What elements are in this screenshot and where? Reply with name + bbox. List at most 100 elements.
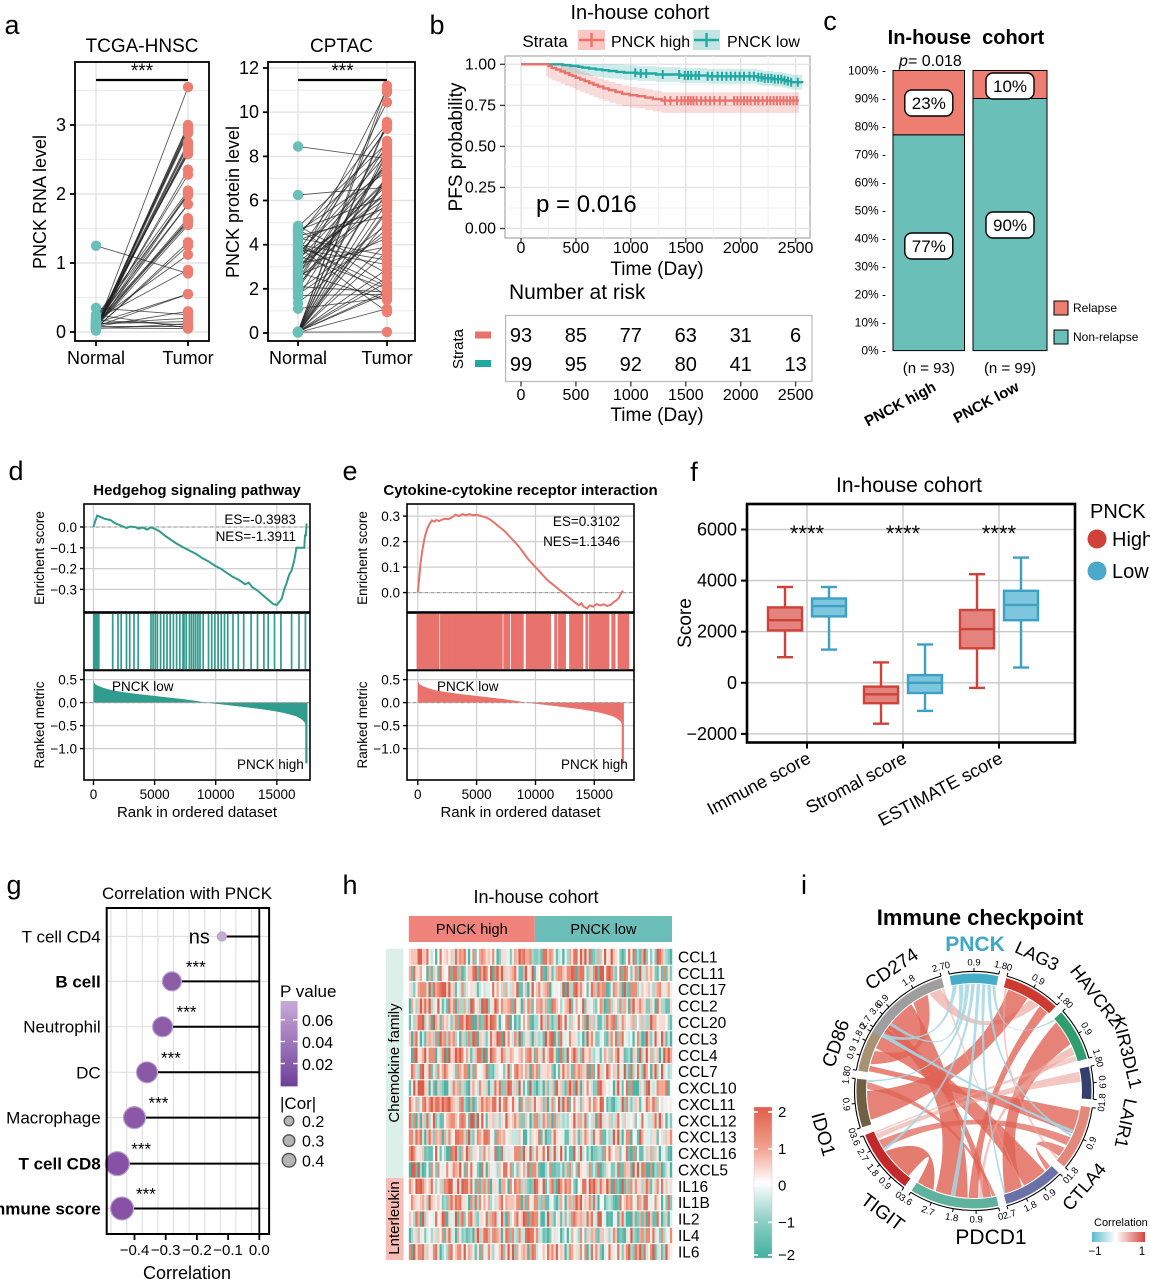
svg-text:e: e bbox=[342, 456, 357, 486]
svg-text:15000: 15000 bbox=[576, 787, 614, 802]
svg-text:|Cor|: |Cor| bbox=[280, 1094, 316, 1113]
svg-text:0.3: 0.3 bbox=[381, 509, 400, 524]
svg-text:g: g bbox=[6, 870, 21, 900]
svg-text:40% -: 40% - bbox=[855, 232, 886, 246]
svg-text:Macrophage: Macrophage bbox=[6, 1109, 101, 1128]
svg-text:93: 93 bbox=[510, 325, 532, 347]
svg-text:NES=-1.3911: NES=-1.3911 bbox=[216, 529, 296, 544]
svg-text:0.02: 0.02 bbox=[302, 1057, 333, 1074]
svg-text:0.5: 0.5 bbox=[381, 673, 400, 688]
svg-text:CCL3: CCL3 bbox=[678, 1031, 718, 1048]
svg-text:****: **** bbox=[982, 521, 1017, 546]
svg-text:0.0: 0.0 bbox=[381, 696, 400, 711]
svg-text:0.1: 0.1 bbox=[381, 560, 400, 575]
svg-text:Chemokine family: Chemokine family bbox=[386, 1003, 403, 1123]
svg-text:1.00: 1.00 bbox=[465, 56, 496, 73]
svg-text:0.75: 0.75 bbox=[465, 97, 496, 114]
svg-text:0: 0 bbox=[414, 787, 422, 802]
svg-text:0.0: 0.0 bbox=[381, 586, 400, 601]
svg-text:2000: 2000 bbox=[723, 240, 759, 257]
svg-text:PNCK low: PNCK low bbox=[112, 679, 174, 694]
svg-text:****: **** bbox=[790, 521, 825, 546]
svg-text:***: *** bbox=[131, 1140, 151, 1159]
svg-text:3: 3 bbox=[56, 115, 66, 135]
svg-text:−0.3: −0.3 bbox=[50, 582, 77, 597]
svg-text:1: 1 bbox=[56, 253, 66, 273]
svg-text:Cytokine-cytokine receptor int: Cytokine-cytokine receptor interaction bbox=[383, 482, 657, 499]
svg-text:PNCK high: PNCK high bbox=[237, 757, 304, 772]
svg-text:Immune checkpoint: Immune checkpoint bbox=[877, 905, 1084, 930]
svg-text:PNCK high: PNCK high bbox=[561, 757, 628, 772]
svg-text:a: a bbox=[4, 10, 20, 40]
svg-text:Number at risk: Number at risk bbox=[509, 281, 646, 304]
svg-text:d: d bbox=[8, 456, 23, 486]
svg-text:2500: 2500 bbox=[778, 387, 814, 404]
svg-text:1.8: 1.8 bbox=[944, 1211, 959, 1224]
svg-text:0: 0 bbox=[517, 240, 526, 257]
svg-text:= 0.018: = 0.018 bbox=[908, 53, 962, 70]
svg-text:In-house cohort: In-house cohort bbox=[888, 27, 1045, 49]
svg-text:−1.0: −1.0 bbox=[50, 742, 77, 757]
svg-text:4: 4 bbox=[249, 235, 259, 255]
svg-text:ES=-0.3983: ES=-0.3983 bbox=[224, 512, 296, 527]
svg-text:Strata: Strata bbox=[522, 32, 568, 51]
svg-text:0.9: 0.9 bbox=[840, 1097, 852, 1111]
svg-text:Relapse: Relapse bbox=[1073, 301, 1117, 315]
svg-text:0% -: 0% - bbox=[861, 344, 886, 358]
svg-text:In-house cohort: In-house cohort bbox=[836, 474, 982, 497]
svg-text:30% -: 30% - bbox=[855, 260, 886, 274]
svg-text:4000: 4000 bbox=[697, 571, 737, 591]
svg-text:PNCK protein level: PNCK protein level bbox=[223, 126, 243, 278]
svg-text:−2: −2 bbox=[778, 1247, 795, 1264]
svg-text:PNCK high: PNCK high bbox=[611, 34, 690, 51]
svg-text:(n = 93): (n = 93) bbox=[903, 360, 955, 377]
svg-text:***: *** bbox=[186, 957, 206, 976]
svg-text:Tumor: Tumor bbox=[361, 348, 412, 368]
svg-text:50% -: 50% - bbox=[855, 204, 886, 218]
svg-text:Low: Low bbox=[1112, 561, 1149, 583]
svg-text:2: 2 bbox=[56, 184, 66, 204]
svg-text:DC: DC bbox=[76, 1063, 101, 1082]
svg-text:6000: 6000 bbox=[697, 520, 737, 540]
svg-text:0: 0 bbox=[90, 787, 98, 802]
svg-text:6: 6 bbox=[790, 325, 801, 347]
svg-text:−2000: −2000 bbox=[686, 724, 737, 744]
svg-text:0.9: 0.9 bbox=[970, 1214, 983, 1225]
svg-text:CCL20: CCL20 bbox=[678, 1015, 727, 1032]
svg-text:Time (Day): Time (Day) bbox=[610, 259, 703, 280]
svg-text:p = 0.016: p = 0.016 bbox=[536, 191, 637, 218]
svg-text:0.00: 0.00 bbox=[465, 221, 496, 238]
svg-text:0.3: 0.3 bbox=[302, 1134, 324, 1151]
svg-text:T cell CD4: T cell CD4 bbox=[22, 928, 101, 947]
svg-text:23%: 23% bbox=[912, 94, 946, 113]
svg-text:NES=1.1346: NES=1.1346 bbox=[543, 534, 620, 549]
svg-text:−0.2: −0.2 bbox=[182, 1242, 212, 1259]
svg-text:CXCL13: CXCL13 bbox=[678, 1130, 737, 1147]
svg-text:0.0: 0.0 bbox=[58, 520, 77, 535]
svg-text:ns: ns bbox=[189, 927, 210, 949]
svg-text:92: 92 bbox=[620, 354, 642, 376]
svg-text:20% -: 20% - bbox=[855, 288, 886, 302]
svg-text:T cell CD8: T cell CD8 bbox=[18, 1155, 100, 1174]
svg-text:99: 99 bbox=[510, 354, 532, 376]
svg-text:−0.2: −0.2 bbox=[50, 562, 77, 577]
svg-text:Enrichent score: Enrichent score bbox=[355, 511, 370, 605]
svg-text:0.25: 0.25 bbox=[465, 179, 496, 196]
svg-text:PNCK RNA level: PNCK RNA level bbox=[30, 135, 50, 269]
svg-text:10%: 10% bbox=[993, 77, 1027, 96]
svg-text:p: p bbox=[898, 53, 908, 70]
svg-text:Tumor: Tumor bbox=[162, 348, 213, 368]
svg-text:Strata: Strata bbox=[450, 328, 467, 369]
svg-text:PNCK: PNCK bbox=[1090, 501, 1146, 523]
svg-text:c: c bbox=[823, 6, 837, 36]
svg-text:CXCL12: CXCL12 bbox=[678, 1113, 737, 1130]
svg-text:1.8: 1.8 bbox=[1097, 1093, 1109, 1107]
svg-text:77: 77 bbox=[620, 325, 642, 347]
svg-text:41: 41 bbox=[730, 354, 752, 376]
svg-text:0.06: 0.06 bbox=[302, 1013, 333, 1030]
svg-text:0: 0 bbox=[249, 323, 259, 343]
svg-text:Immune score: Immune score bbox=[0, 1200, 101, 1219]
svg-text:CCL17: CCL17 bbox=[678, 982, 726, 999]
svg-text:80: 80 bbox=[675, 354, 697, 376]
svg-text:63: 63 bbox=[675, 325, 697, 347]
